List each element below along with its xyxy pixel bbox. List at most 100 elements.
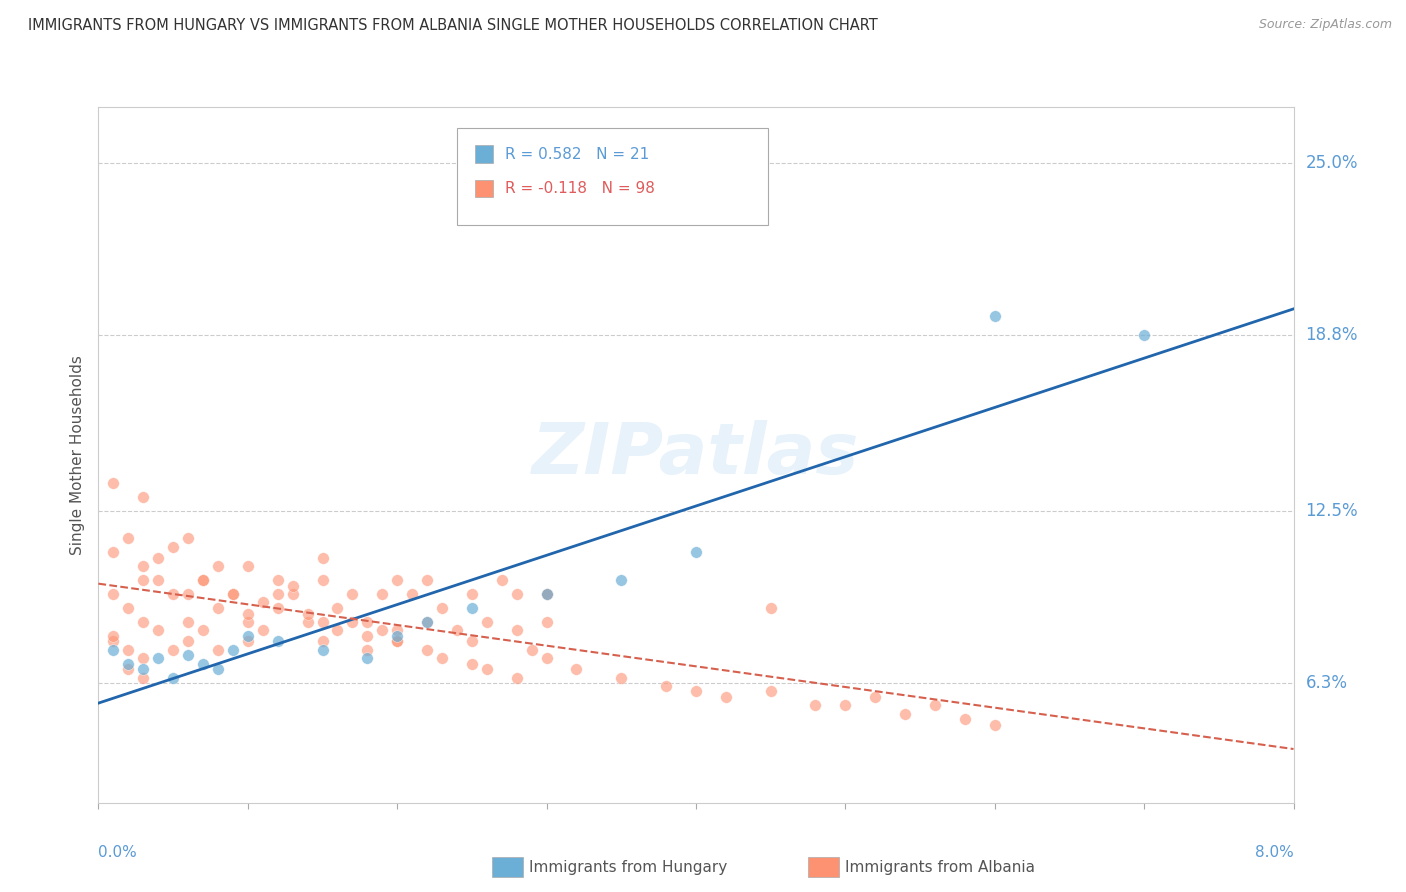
Point (461, 634, 484, 648)
Point (714, 690, 737, 704)
Point (311, 550, 333, 565)
Point (416, 573, 439, 587)
Point (983, 309, 1005, 323)
Point (162, 540, 184, 554)
Point (506, 624, 529, 638)
Point (252, 624, 274, 638)
Point (536, 651, 558, 665)
Point (385, 624, 409, 638)
Point (356, 615, 378, 629)
Point (834, 698, 856, 713)
Point (132, 559, 155, 574)
Point (430, 601, 453, 615)
Point (461, 601, 484, 615)
Point (117, 532, 139, 546)
Point (461, 587, 484, 601)
Text: 18.8%: 18.8% (1305, 326, 1358, 344)
Point (191, 573, 214, 587)
Point (132, 671, 155, 685)
Point (655, 679, 678, 693)
Point (401, 587, 423, 601)
Point (416, 642, 439, 657)
Text: R = 0.582   N = 21: R = 0.582 N = 21 (505, 146, 650, 161)
Point (446, 624, 468, 638)
Point (685, 684, 707, 698)
Point (222, 587, 245, 601)
Point (536, 587, 558, 601)
Point (177, 587, 200, 601)
Text: 0.0%: 0.0% (98, 845, 138, 860)
Point (207, 662, 229, 676)
Point (252, 595, 274, 609)
Point (356, 642, 378, 657)
Point (520, 642, 543, 657)
Point (475, 662, 498, 676)
Point (342, 615, 364, 629)
Point (132, 651, 155, 665)
Point (177, 532, 200, 546)
Point (461, 657, 484, 671)
Y-axis label: Single Mother Households: Single Mother Households (70, 355, 86, 555)
Point (430, 651, 453, 665)
Point (371, 624, 394, 638)
Point (356, 629, 378, 643)
Point (177, 648, 200, 663)
Point (385, 573, 409, 587)
Point (281, 579, 304, 593)
Point (416, 615, 439, 629)
Point (506, 671, 529, 685)
Point (385, 634, 409, 648)
Point (297, 607, 319, 621)
Text: ZIPatlas: ZIPatlas (533, 420, 859, 490)
Point (953, 712, 976, 726)
Point (103, 642, 125, 657)
Point (804, 698, 827, 713)
Point (311, 642, 333, 657)
Point (132, 490, 155, 504)
Point (177, 615, 200, 629)
Text: 12.5%: 12.5% (1305, 501, 1358, 519)
Point (148, 550, 170, 565)
Point (132, 615, 155, 629)
Point (117, 657, 139, 671)
Point (759, 601, 782, 615)
Point (297, 615, 319, 629)
Point (117, 642, 139, 657)
Point (475, 615, 498, 629)
Point (236, 629, 259, 643)
Text: 8.0%: 8.0% (1254, 845, 1294, 860)
Text: IMMIGRANTS FROM HUNGARY VS IMMIGRANTS FROM ALBANIA SINGLE MOTHER HOUSEHOLDS CORR: IMMIGRANTS FROM HUNGARY VS IMMIGRANTS FR… (28, 18, 877, 33)
Point (162, 587, 184, 601)
Point (685, 545, 707, 559)
Point (191, 624, 214, 638)
Point (103, 475, 125, 490)
Point (385, 634, 409, 648)
Point (267, 573, 290, 587)
Point (565, 662, 588, 676)
Point (385, 629, 409, 643)
Text: Source: ZipAtlas.com: Source: ZipAtlas.com (1258, 18, 1392, 31)
Point (267, 634, 290, 648)
Point (536, 587, 558, 601)
Point (924, 698, 946, 713)
Point (103, 634, 125, 648)
Point (236, 634, 259, 648)
Point (132, 573, 155, 587)
Point (536, 587, 558, 601)
Point (162, 642, 184, 657)
Point (177, 634, 200, 648)
Point (416, 615, 439, 629)
Point (759, 684, 782, 698)
Point (267, 601, 290, 615)
Point (311, 615, 333, 629)
Point (207, 601, 229, 615)
Point (491, 573, 513, 587)
Point (162, 671, 184, 685)
Point (610, 573, 633, 587)
Point (236, 559, 259, 574)
Text: 6.3%: 6.3% (1305, 674, 1347, 692)
Point (610, 671, 633, 685)
Point (148, 624, 170, 638)
Point (207, 642, 229, 657)
Point (207, 559, 229, 574)
